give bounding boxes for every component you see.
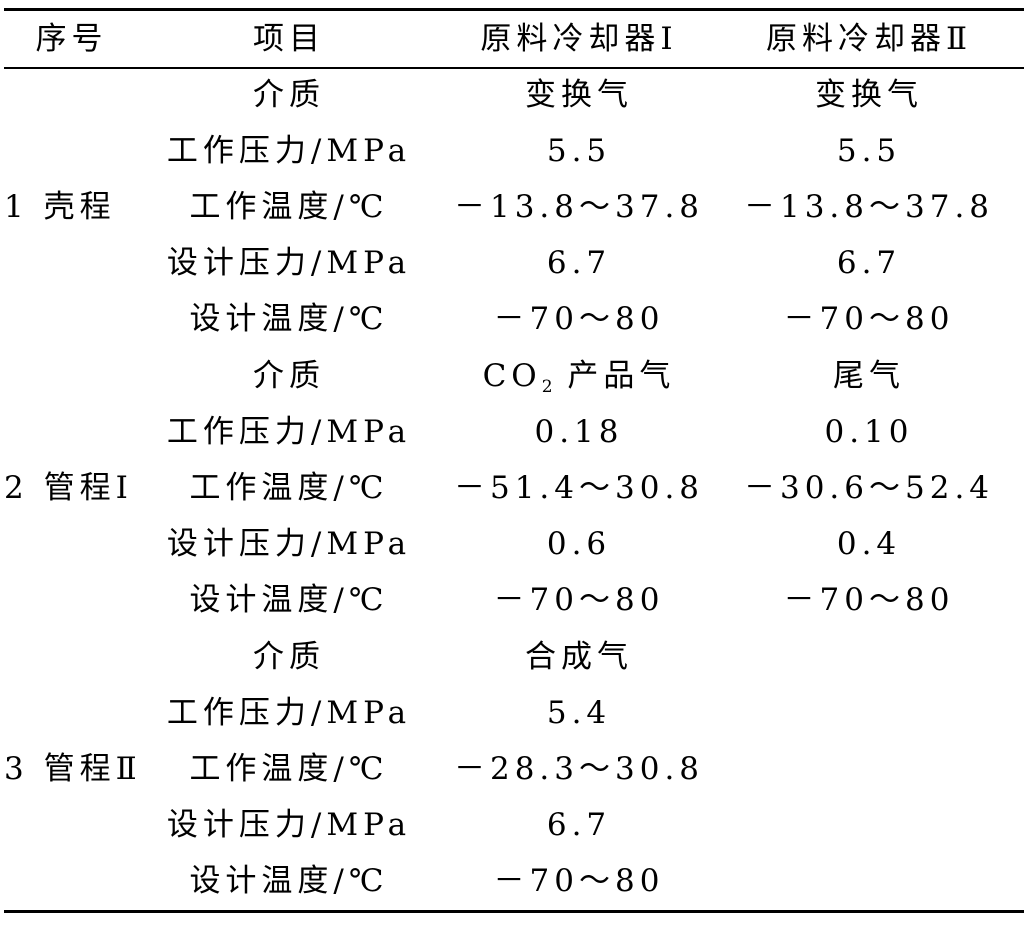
- table-cell-cooler-2: －30.6～52.4: [743, 470, 995, 506]
- table-cell-cooler-2: [734, 797, 1004, 853]
- table-cell-cooler-2: [734, 853, 1004, 909]
- group-label-tube-1: 2 管程Ⅰ: [4, 470, 133, 506]
- table-cell-cooler-1: 5.5: [546, 133, 612, 169]
- table-cell-cooler-2: 0.4: [836, 526, 902, 562]
- table-cell-cooler-2: －13.8～37.8: [743, 189, 995, 225]
- group-label-shell: 1 壳程: [4, 189, 116, 225]
- table-row-item: 工作温度/℃: [189, 751, 389, 787]
- table-cell-cooler-1: 合成气: [525, 639, 633, 675]
- table-cell-cooler-1: －70～80: [493, 301, 665, 337]
- table-row-item: 工作压力/MPa: [166, 133, 412, 169]
- header-cooler-1: 原料冷却器Ⅰ: [480, 21, 678, 57]
- table-cell-cooler-1: －28.3～30.8: [453, 751, 705, 787]
- table-row-item: 设计压力/MPa: [166, 807, 412, 843]
- table-cell-cooler-1: －70～80: [493, 582, 665, 618]
- header-cooler-2: 原料冷却器Ⅱ: [765, 21, 973, 57]
- table-cell-cooler-1: 0.6: [546, 526, 612, 562]
- co2-suffix: 产品气: [552, 358, 676, 394]
- header-item: 项目: [253, 21, 325, 57]
- table-row-item: 介质: [253, 358, 325, 394]
- table-row-item: 介质: [253, 77, 325, 113]
- table-cell-cooler-1: －13.8～37.8: [453, 189, 705, 225]
- table-row-item: 设计压力/MPa: [166, 526, 412, 562]
- table-cell-cooler-1: 6.7: [546, 807, 612, 843]
- table-cell-cooler-2: 尾气: [833, 358, 905, 394]
- table-cell-cooler-2: 6.7: [836, 245, 902, 281]
- table-cell-cooler-2: 变换气: [815, 77, 923, 113]
- co2-prefix: CO: [482, 358, 542, 394]
- table-cell-cooler-1: CO2 产品气: [434, 348, 724, 404]
- table-row-item: 介质: [253, 639, 325, 675]
- table-bottom-rule: [4, 910, 1024, 913]
- table-row-item: 设计温度/℃: [189, 863, 389, 899]
- table-row-item: 设计压力/MPa: [166, 245, 412, 281]
- table-row-item: 工作温度/℃: [189, 189, 389, 225]
- table-cell-cooler-1: －70～80: [493, 863, 665, 899]
- table-cell-cooler-1: 变换气: [525, 77, 633, 113]
- table-cell-cooler-2: 0.10: [824, 414, 914, 450]
- table-row-item: 工作温度/℃: [189, 470, 389, 506]
- table-cell-cooler-1: 5.4: [546, 695, 612, 731]
- table-row-item: 工作压力/MPa: [166, 414, 412, 450]
- table-cell-cooler-2: [734, 629, 1004, 685]
- table-cell-cooler-1: 6.7: [546, 245, 612, 281]
- table-cell-cooler-2: [734, 685, 1004, 741]
- table-cell-cooler-2: [734, 741, 1004, 797]
- header-seq: 序号: [35, 21, 108, 57]
- table-cell-cooler-2: 5.5: [836, 133, 902, 169]
- table-row-item: 工作压力/MPa: [166, 695, 412, 731]
- table-cell-cooler-1: －51.4～30.8: [453, 470, 705, 506]
- table-cell-cooler-2: －70～80: [783, 301, 955, 337]
- table-row-item: 设计温度/℃: [189, 301, 389, 337]
- table-row-item: 设计温度/℃: [189, 582, 389, 618]
- table-header-rule: [4, 67, 1024, 69]
- co2-subscript: 2: [541, 377, 553, 397]
- table-top-rule: [4, 8, 1024, 11]
- group-label-tube-2: 3 管程Ⅱ: [4, 751, 142, 787]
- table-cell-cooler-2: －70～80: [783, 582, 955, 618]
- table-cell-cooler-1: 0.18: [534, 414, 624, 450]
